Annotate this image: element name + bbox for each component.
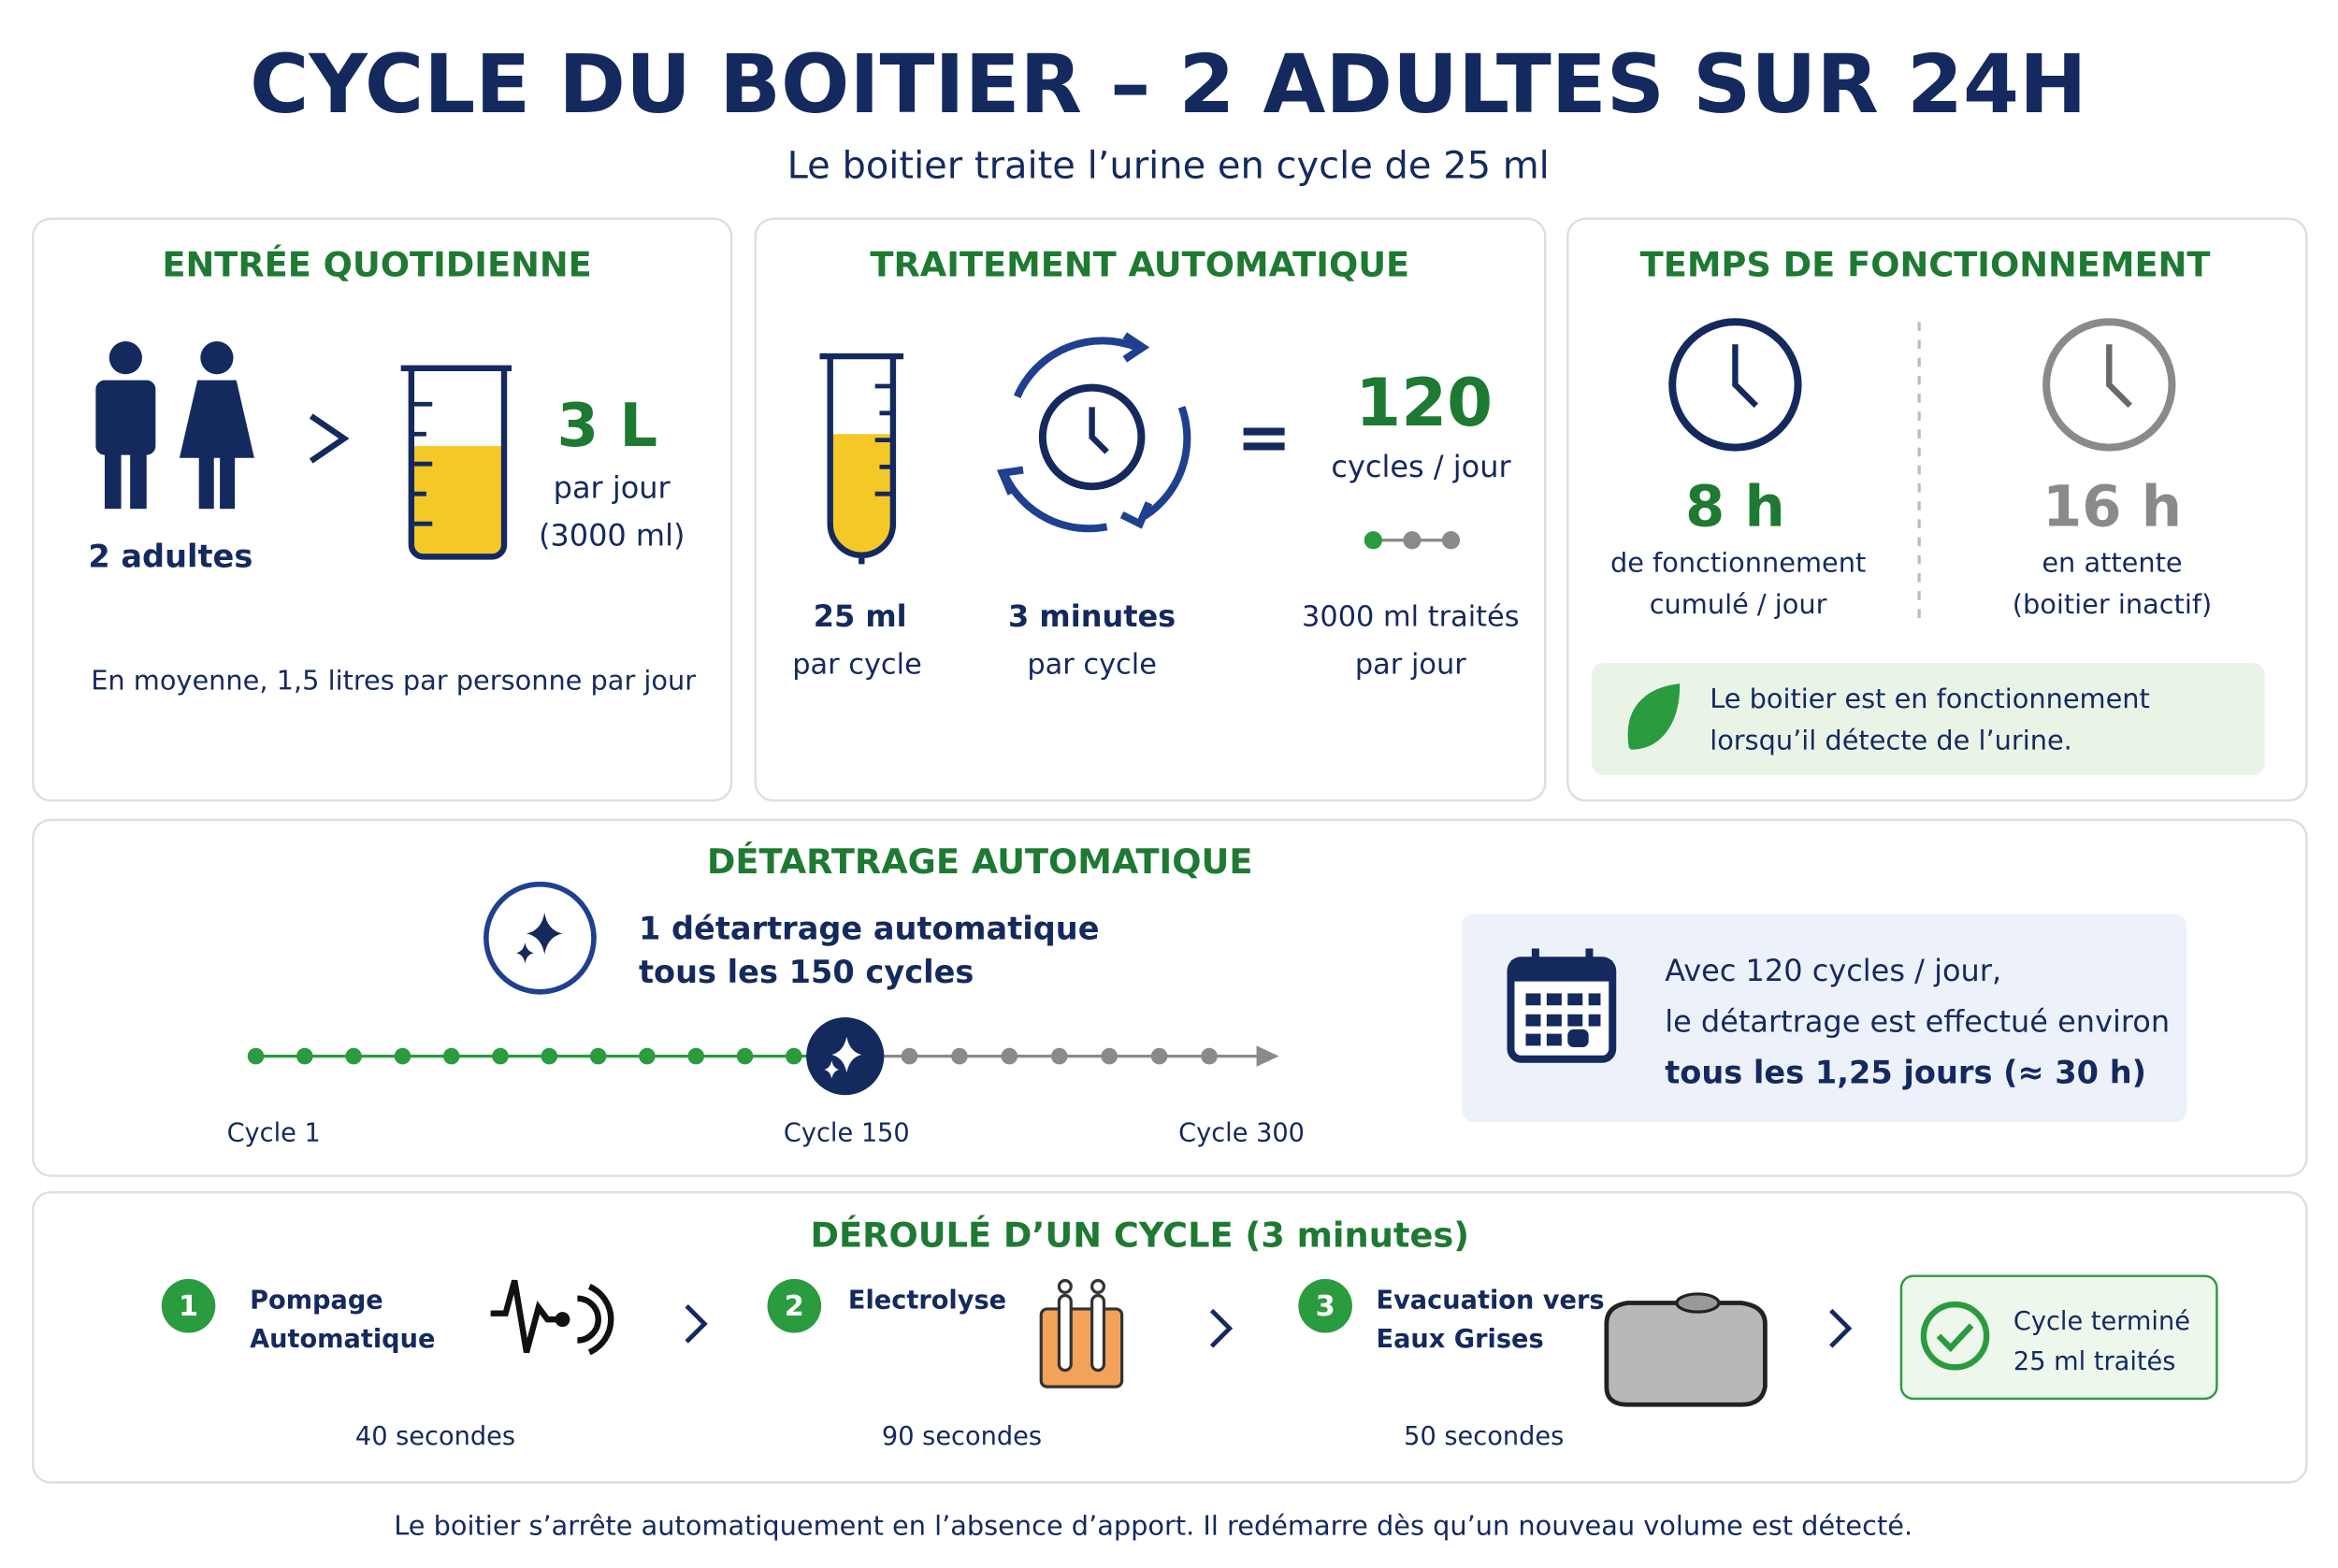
cycle-clock-icon	[996, 332, 1191, 533]
clock-icon	[1668, 318, 2176, 452]
panel	[31, 217, 733, 802]
step-duration: 40 secondes	[355, 1422, 515, 1451]
volume-sub: par cycle	[792, 649, 922, 682]
rule: tous les 150 cycles	[639, 954, 974, 990]
chevron	[1829, 1308, 1853, 1348]
info: Avec 120 cycles / jour,	[1665, 953, 2001, 988]
done-label: Cycle terminé	[2013, 1307, 2190, 1336]
duration-sub: par cycle	[1027, 649, 1157, 682]
section-title: TRAITEMENT AUTOMATIQUE	[870, 245, 1409, 285]
step-number: 3	[1316, 1290, 1335, 1323]
step-badge	[767, 1278, 822, 1333]
leaf-icon	[1627, 683, 1681, 750]
duration: 3 minutes	[1008, 598, 1176, 634]
note-box	[1591, 662, 2265, 775]
cycles: 120	[1355, 365, 1493, 441]
rule: 1 détartrage automatique	[639, 911, 1100, 947]
check-icon	[1920, 1301, 1990, 1371]
timeline-label: Cycle 300	[1178, 1118, 1305, 1147]
info: le détartrage est effectué environ	[1665, 1003, 2170, 1039]
people-label: 2 adultes	[88, 538, 253, 574]
idle-hours: 16 h	[2042, 474, 2182, 539]
step-badge	[1298, 1278, 1352, 1333]
sensor-icon	[490, 1279, 614, 1356]
equals: =	[1236, 399, 1292, 476]
cycles-unit: cycles / jour	[1331, 449, 1511, 484]
active-label: cumulé / jour	[1650, 588, 1827, 620]
idle-label: en attente	[2042, 546, 2182, 578]
people-icon	[95, 341, 254, 510]
section-title: TEMPS DE FONCTIONNEMENT	[1640, 245, 2211, 285]
note: Le boitier est en fonctionnement	[1710, 683, 2150, 714]
info-box	[1461, 913, 2187, 1122]
step-duration: 50 secondes	[1404, 1422, 1564, 1451]
calendar-icon	[1507, 948, 1617, 1063]
chevron	[1209, 1308, 1234, 1348]
panel	[31, 1190, 2308, 1484]
active-label: de fonctionnement	[1610, 546, 1866, 578]
step-label: Evacuation vers	[1377, 1286, 1605, 1315]
volume: 25 ml	[814, 598, 907, 634]
step-badge	[161, 1278, 216, 1333]
step-number: 1	[179, 1290, 198, 1323]
chevron	[309, 413, 350, 464]
section-title: DÉTARTRAGE AUTOMATIQUE	[707, 841, 1253, 882]
title: CYCLE DU BOITIER – 2 ADULTES SUR 24H	[250, 38, 2086, 132]
volume-ml: (3000 ml)	[539, 518, 686, 554]
sparkle-icon	[483, 881, 597, 995]
done-label: 25 ml traités	[2013, 1347, 2176, 1376]
treated: 3000 ml traités	[1302, 600, 1520, 633]
tube-icon	[819, 352, 904, 565]
beaker-icon	[400, 365, 512, 560]
done-box	[1899, 1274, 2218, 1401]
step-label: Electrolyse	[848, 1286, 1006, 1315]
note: En moyenne, 1,5 litres par personne par …	[91, 665, 696, 697]
step-label: Eaux Grises	[1377, 1325, 1544, 1354]
section-title: ENTRÉE QUOTIDIENNE	[162, 244, 591, 285]
tank-icon	[1604, 1292, 1768, 1407]
idle-label: (boitier inactif)	[2013, 588, 2212, 620]
footer: Le boitier s’arrête automatiquement en l…	[394, 1509, 1912, 1541]
dots-icon	[1364, 531, 1461, 550]
info: tous les 1,25 jours (≈ 30 h)	[1665, 1054, 2146, 1090]
volume-unit: par jour	[554, 469, 671, 505]
timeline-label: Cycle 1	[227, 1118, 321, 1147]
timeline-label: Cycle 150	[784, 1118, 910, 1147]
subtitle: Le boitier traite l’urine en cycle de 25…	[787, 145, 1550, 188]
electrolysis-icon	[1039, 1278, 1124, 1388]
step-duration: 90 secondes	[882, 1422, 1042, 1451]
treated-sub: par jour	[1355, 649, 1466, 682]
step-label: Automatique	[250, 1325, 435, 1354]
chevron	[685, 1304, 708, 1344]
timeline	[247, 1017, 1279, 1096]
section-title: DÉROULÉ D’UN CYCLE (3 minutes)	[811, 1215, 1470, 1256]
note: lorsqu’il détecte de l’urine.	[1710, 725, 2072, 756]
step-number: 2	[785, 1290, 804, 1323]
active-hours: 8 h	[1685, 474, 1785, 539]
volume: 3 L	[557, 392, 658, 461]
step-label: Pompage	[250, 1286, 383, 1315]
